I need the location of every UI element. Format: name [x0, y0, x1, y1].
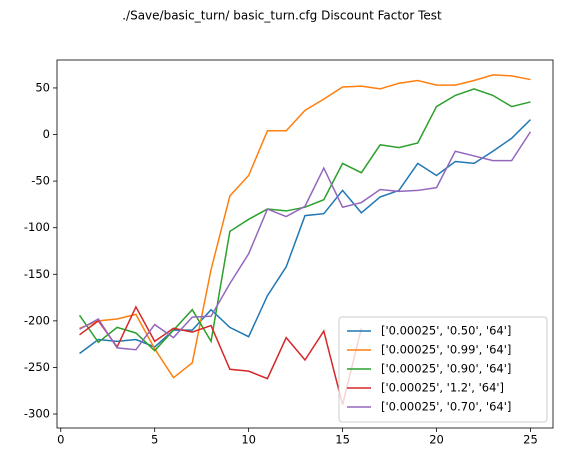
legend-label: ['0.00025', '1.2', '64'] — [381, 381, 504, 395]
y-tick-label: -150 — [24, 267, 50, 281]
y-tick-label: -100 — [24, 220, 50, 234]
chart-title: ./Save/basic_turn/ basic_turn.cfg Discou… — [122, 9, 442, 23]
y-tick-label: 0 — [43, 127, 50, 141]
x-tick-label: 20 — [429, 433, 444, 447]
series-line — [79, 131, 532, 351]
legend-label: ['0.00025', '0.90', '64'] — [381, 362, 511, 376]
series-line — [79, 119, 531, 355]
y-tick-label: 50 — [35, 80, 50, 94]
legend-label: ['0.00025', '0.70', '64'] — [381, 400, 511, 414]
legend-label: ['0.00025', '0.50', '64'] — [381, 324, 511, 338]
x-tick-label: 5 — [151, 433, 158, 447]
y-tick-label: -300 — [24, 407, 50, 421]
y-tick-label: -200 — [24, 313, 50, 327]
series-line — [79, 305, 363, 405]
legend-label: ['0.00025', '0.99', '64'] — [381, 343, 511, 357]
x-tick-label: 25 — [523, 433, 538, 447]
plot-frame — [56, 59, 554, 429]
y-tick-label: -250 — [24, 360, 50, 374]
legend-box — [338, 316, 548, 423]
series-line — [78, 88, 531, 352]
x-tick-label: 15 — [335, 433, 350, 447]
y-tick-label: -50 — [31, 174, 50, 188]
x-tick-label: 0 — [57, 433, 64, 447]
x-tick-label: 10 — [241, 433, 256, 447]
series-line — [79, 74, 531, 379]
